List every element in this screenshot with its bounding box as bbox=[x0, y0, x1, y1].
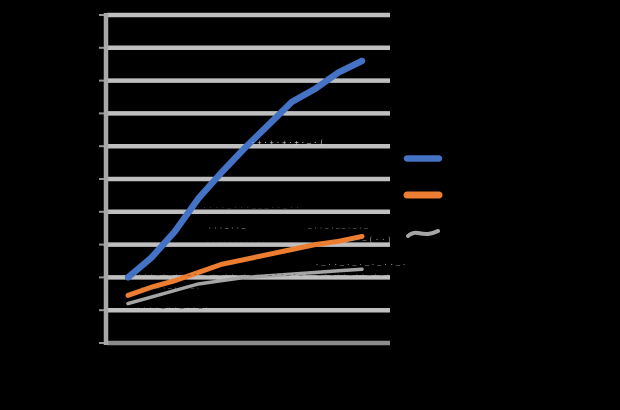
series-line-orange bbox=[125, 233, 365, 298]
legend-swatch-gray bbox=[406, 229, 440, 238]
series-line-gray bbox=[126, 267, 364, 306]
series-line-blue bbox=[124, 57, 366, 281]
